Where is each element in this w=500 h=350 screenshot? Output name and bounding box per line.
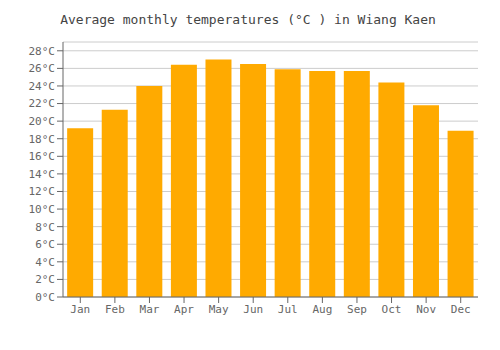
svg-text:Jun: Jun xyxy=(243,303,263,316)
svg-text:May: May xyxy=(209,303,229,316)
svg-text:Jul: Jul xyxy=(278,303,298,316)
html-text:Average monthly temperatures (: Average monthly temperatures (°C ) in Wi… xyxy=(60,12,436,27)
svg-text:Feb: Feb xyxy=(105,303,125,316)
svg-text:Aug: Aug xyxy=(312,303,332,316)
svg-text:Nov: Nov xyxy=(416,303,436,316)
svg-text:Jan: Jan xyxy=(70,303,90,316)
svg-text:22°C: 22°C xyxy=(29,97,56,110)
svg-text:16°C: 16°C xyxy=(29,150,56,163)
svg-text:Oct: Oct xyxy=(382,303,402,316)
svg-text:2°C: 2°C xyxy=(35,273,55,286)
svg-text:0°C: 0°C xyxy=(35,291,55,304)
svg-text:18°C: 18°C xyxy=(29,133,56,146)
svg-text:20°C: 20°C xyxy=(29,115,56,128)
svg-text:14°C: 14°C xyxy=(29,168,56,181)
svg-text:12°C: 12°C xyxy=(29,185,56,198)
svg-text:Sep: Sep xyxy=(347,303,367,316)
svg-text:26°C: 26°C xyxy=(29,62,56,75)
svg-text:6°C: 6°C xyxy=(35,238,55,251)
svg-text:Apr: Apr xyxy=(174,303,194,316)
svg-text:4°C: 4°C xyxy=(35,256,55,269)
svg-text:Mar: Mar xyxy=(140,303,160,316)
svg-text:8°C: 8°C xyxy=(35,221,55,234)
svg-text:28°C: 28°C xyxy=(29,45,56,58)
svg-text:10°C: 10°C xyxy=(29,203,56,216)
svg-text:Dec: Dec xyxy=(451,303,471,316)
svg-text:24°C: 24°C xyxy=(29,80,56,93)
